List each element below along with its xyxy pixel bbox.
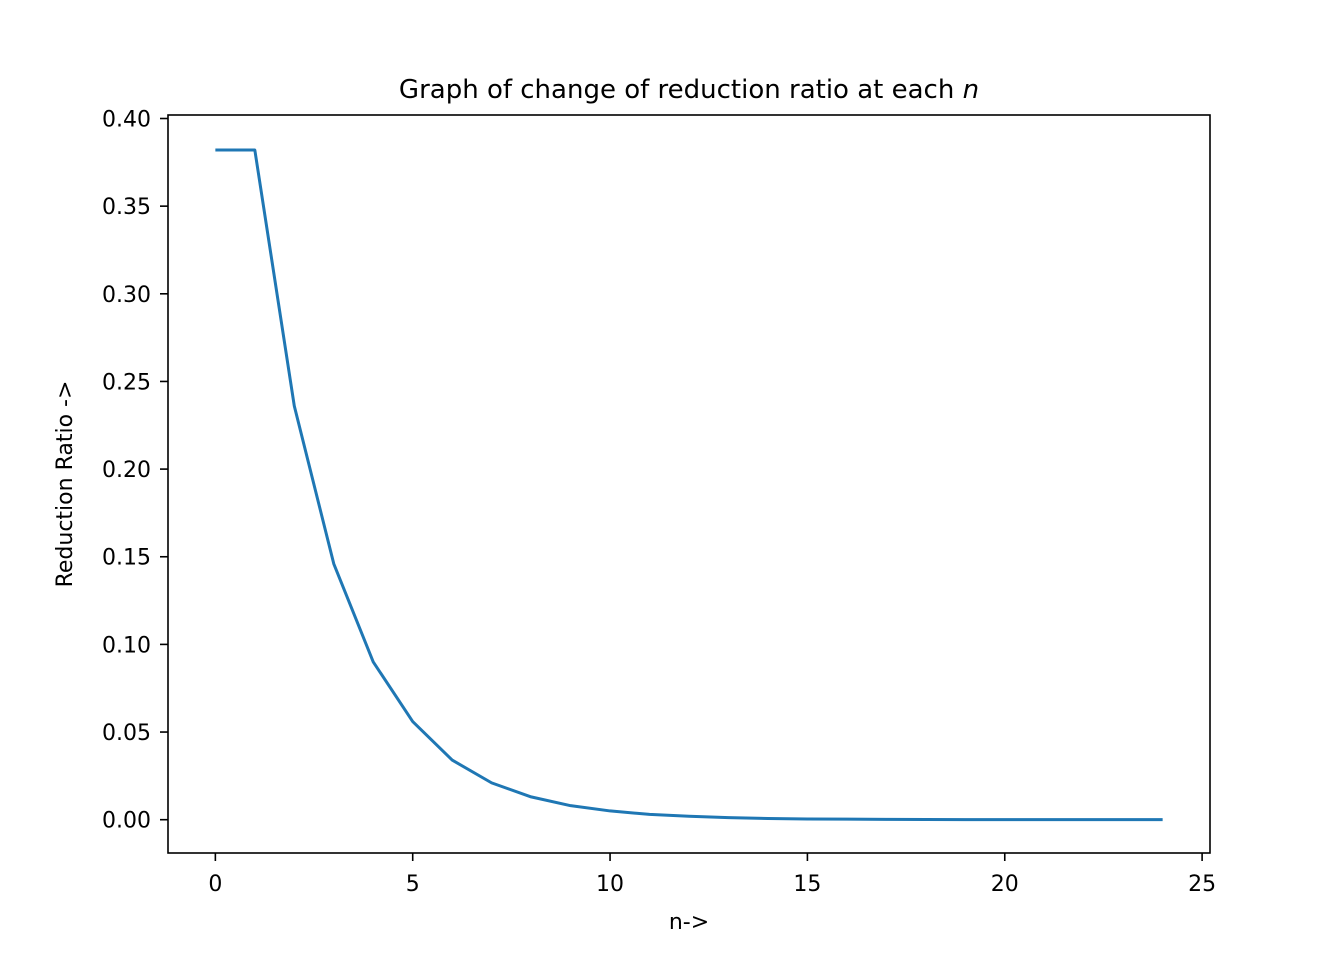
x-tick-label: 0 bbox=[208, 872, 222, 897]
y-tick-label: 0.35 bbox=[102, 195, 151, 220]
y-tick-label: 0.15 bbox=[102, 546, 151, 571]
plot-frame bbox=[167, 114, 1211, 854]
y-tick-label: 0.05 bbox=[102, 721, 151, 746]
x-tick-label: 25 bbox=[1188, 872, 1216, 897]
chart-title-text: Graph of change of reduction ratio at ea… bbox=[399, 75, 963, 105]
y-tick-label: 0.20 bbox=[102, 458, 151, 483]
series-line bbox=[215, 148, 1163, 822]
y-tick-label: 0.25 bbox=[102, 370, 151, 395]
chart-title-variable: n bbox=[963, 75, 979, 105]
x-tick-label: 20 bbox=[991, 872, 1019, 897]
y-tick-label: 0.30 bbox=[102, 283, 151, 308]
y-tick-label: 0.40 bbox=[102, 108, 151, 133]
y-tick-label: 0.10 bbox=[102, 633, 151, 658]
y-tick-label: 0.00 bbox=[102, 809, 151, 834]
series-layer bbox=[215, 148, 1163, 822]
x-tick-label: 5 bbox=[406, 872, 420, 897]
x-tick-label: 15 bbox=[793, 872, 821, 897]
x-axis-label: n-> bbox=[669, 910, 709, 935]
x-axis-ticks: 0 5 10 15 20 25 bbox=[208, 853, 1216, 897]
y-axis-label: Reduction Ratio -> bbox=[53, 381, 78, 588]
x-tick-label: 10 bbox=[596, 872, 624, 897]
y-axis-ticks: 0.00 0.05 0.10 0.15 0.20 0.25 0.30 0.35 0.40 bbox=[102, 108, 168, 834]
chart-title: Graph of change of reduction ratio at ea… bbox=[399, 75, 979, 105]
